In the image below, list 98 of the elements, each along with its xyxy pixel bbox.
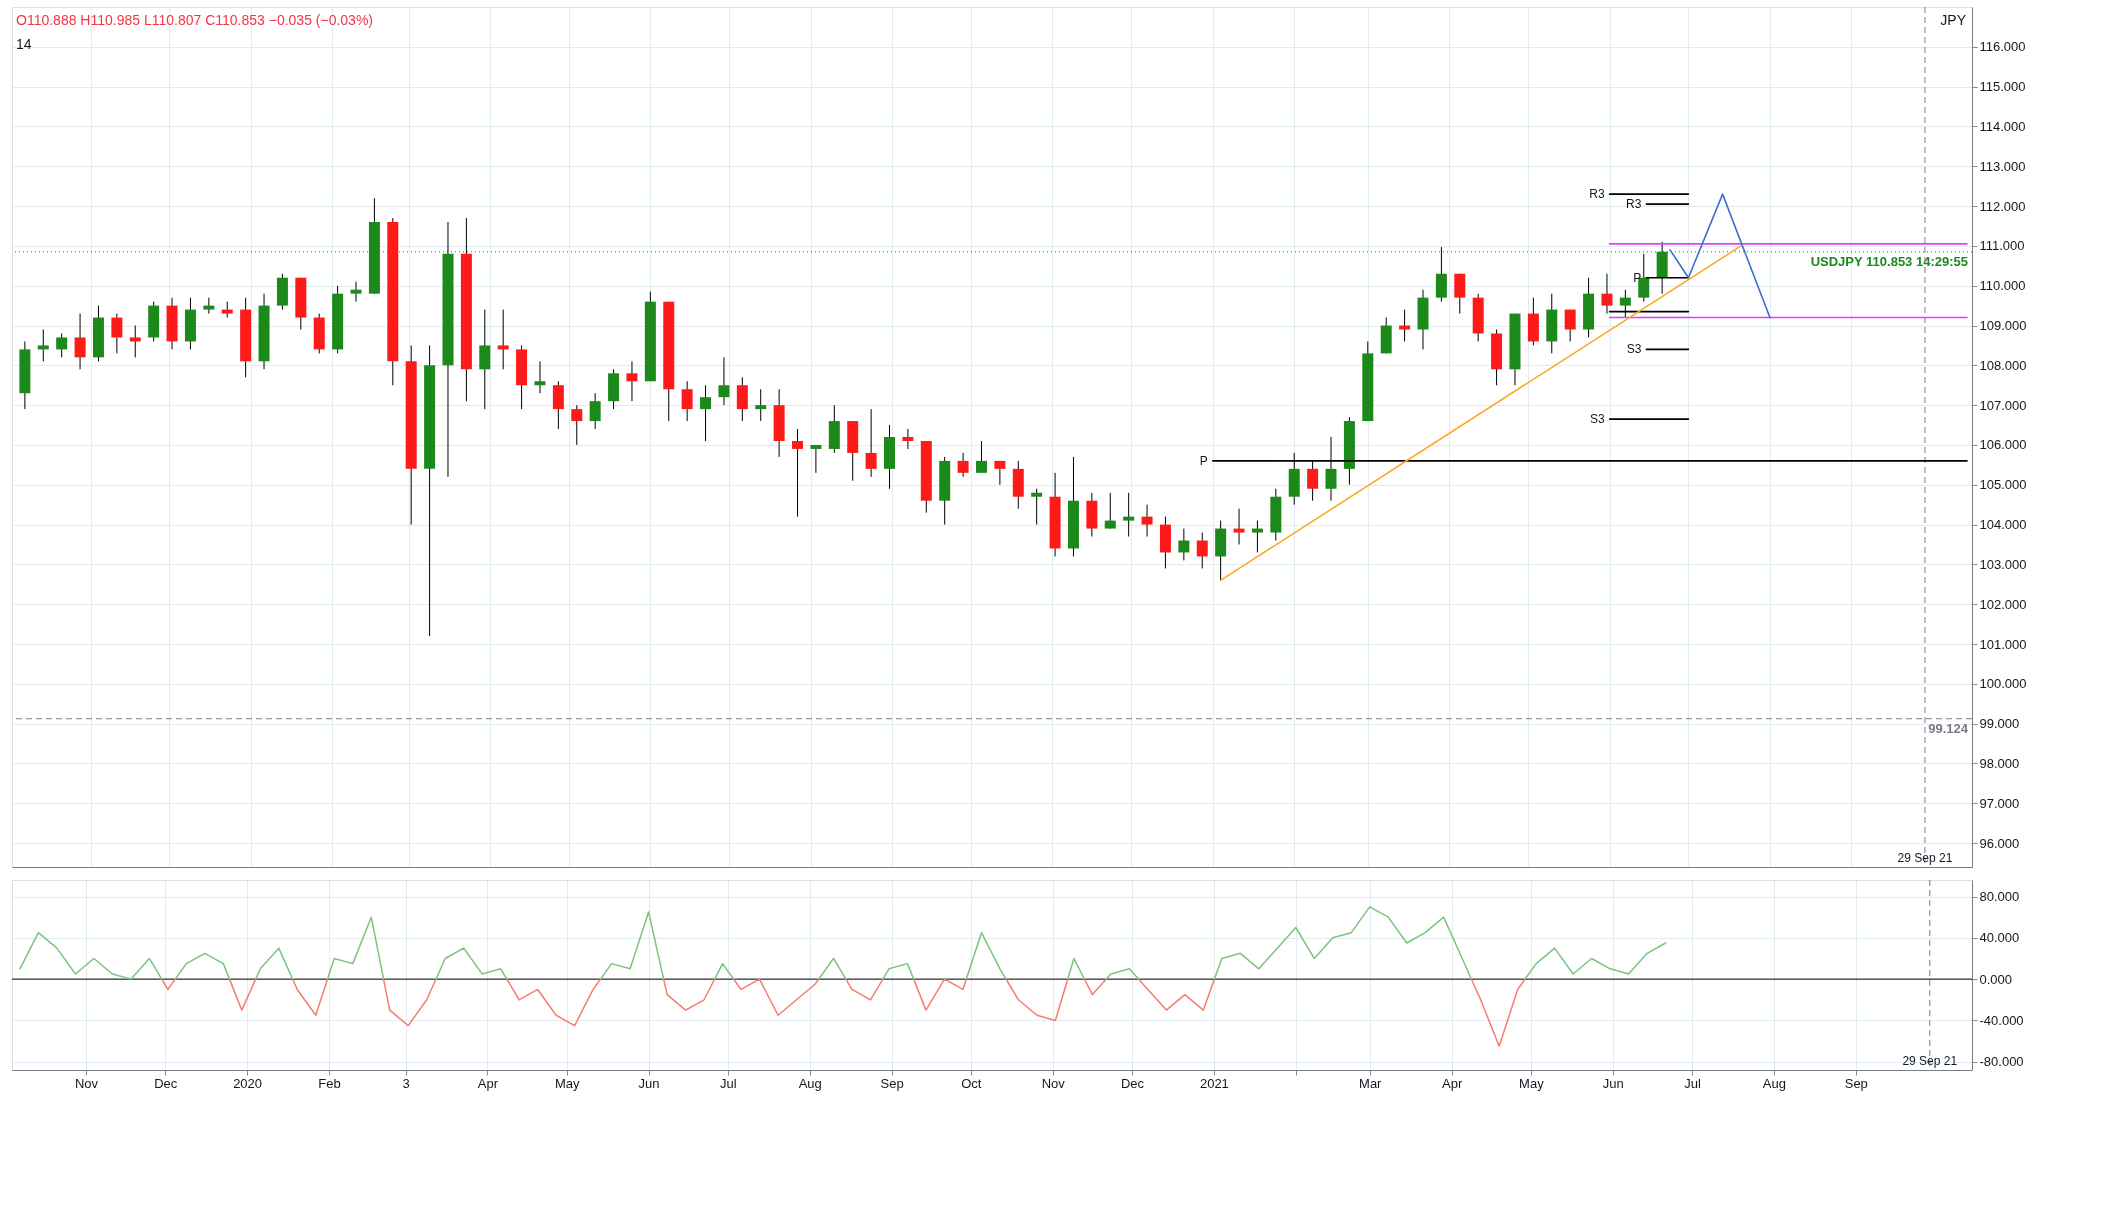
x-tick-label: Nov	[74, 1075, 99, 1091]
annotation: O110.888 H110.985 L110.807 C110.853 −0.035 (−0.03%)	[16, 12, 374, 28]
x-tick-label: Mar	[1359, 1075, 1383, 1091]
candlestick	[1454, 273, 1466, 315]
candlestick	[497, 309, 509, 370]
x-tick-label: Dec	[154, 1075, 178, 1091]
x-tick-label: May	[1519, 1075, 1545, 1091]
candlestick	[1564, 309, 1576, 342]
candlestick	[1233, 508, 1245, 545]
y-tick-label: 100.000	[1979, 676, 2027, 692]
x-tick-label: Jul	[720, 1075, 737, 1091]
candlestick	[37, 329, 49, 362]
candlestick	[589, 392, 601, 430]
y-tick-label: 112.000	[1979, 198, 2026, 214]
candlestick	[975, 440, 987, 474]
candlestick	[1123, 492, 1135, 538]
series-label: R3	[1589, 187, 1605, 202]
x-tick-label: Sep	[1844, 1075, 1868, 1091]
candlestick	[56, 332, 68, 358]
candlestick	[681, 380, 693, 422]
x-tick-label: Nov	[1041, 1075, 1066, 1091]
candlestick	[792, 428, 804, 518]
series-label: R3	[1626, 197, 1642, 212]
candlestick	[1178, 528, 1190, 561]
candlestick	[552, 380, 564, 430]
candlestick	[111, 313, 123, 354]
y-tick-label: 104.000	[1979, 517, 2027, 533]
x-tick-label: Jul	[1684, 1075, 1701, 1091]
x-tick-label: Aug	[1762, 1075, 1786, 1091]
line-series	[19, 906, 1667, 1047]
candlestick	[1399, 309, 1411, 342]
annotation: 14	[16, 36, 32, 52]
series-label: S3	[1589, 412, 1605, 427]
candlestick	[1104, 492, 1116, 530]
x-tick-label: 2020	[233, 1075, 263, 1091]
y-tick-label: 115.000	[1979, 79, 2026, 95]
ref-line-label: 29 Sep 21	[1902, 1054, 1958, 1068]
y-tick-label: 98.000	[1979, 755, 2020, 771]
line-series	[1669, 193, 1771, 319]
x-tick-label: 2021	[1199, 1075, 1229, 1091]
candlestick	[571, 404, 583, 446]
y-tick-label: 99.000	[1979, 716, 2020, 732]
series-label: S3	[1626, 342, 1642, 357]
x-tick-label: Jun	[1602, 1075, 1624, 1091]
candlestick	[129, 325, 141, 358]
candlestick	[1251, 520, 1263, 553]
candlestick	[902, 428, 914, 450]
x-tick-label: Jun	[638, 1075, 660, 1091]
y-tick-label: 105.000	[1979, 477, 2027, 493]
y-tick-label: 106.000	[1979, 437, 2027, 453]
candlestick	[1141, 504, 1153, 538]
candlestick	[736, 376, 748, 422]
candlestick	[350, 281, 362, 303]
y-tick-label: 102.000	[1979, 596, 2027, 612]
x-tick-label: May	[554, 1075, 580, 1091]
y-tick-label: 109.000	[1979, 318, 2027, 334]
y-tick-label: 107.000	[1979, 397, 2027, 413]
y-tick-label: 101.000	[1979, 636, 2027, 652]
ref-line-label: 29 Sep 21	[1897, 851, 1953, 865]
y-tick-label: 111.000	[1979, 238, 2025, 254]
candlestick	[865, 408, 877, 478]
candlestick	[810, 444, 822, 474]
candlestick	[755, 388, 767, 422]
y-tick-label: 0.000	[1979, 971, 2013, 987]
ref-line-label: USDJPY 110.853 14:29:55	[1810, 253, 1968, 269]
y-tick-label: 80.000	[1979, 889, 2020, 905]
series-label: P	[1633, 270, 1642, 285]
y-tick-label: 116.000	[1979, 39, 2026, 55]
annotation: JPY	[1940, 12, 1967, 28]
y-tick-label: 97.000	[1979, 795, 2020, 811]
x-tick-label: Apr	[477, 1075, 499, 1091]
series-label: P	[1199, 453, 1208, 468]
y-tick-label: 96.000	[1979, 835, 2020, 851]
x-tick-label: Dec	[1120, 1075, 1145, 1091]
candlestick	[718, 356, 730, 406]
candlestick	[74, 313, 86, 370]
candlestick	[700, 384, 712, 442]
candlestick	[1196, 532, 1208, 569]
y-tick-label: 110.000	[1979, 278, 2026, 294]
x-tick-label: Sep	[880, 1075, 904, 1091]
y-tick-label: 108.000	[1979, 357, 2027, 373]
y-tick-label: 103.000	[1979, 556, 2027, 572]
candlestick	[479, 309, 491, 410]
x-tick-label: Feb	[318, 1075, 341, 1091]
x-tick-label: Aug	[798, 1075, 822, 1091]
candlestick	[626, 360, 638, 402]
x-tick-label: Apr	[1442, 1075, 1463, 1091]
y-tick-label: 114.000	[1979, 118, 2026, 134]
x-tick-label: 3	[402, 1075, 410, 1091]
x-tick-label: Oct	[961, 1075, 982, 1091]
y-tick-label: -80.000	[1979, 1054, 2024, 1070]
candlestick	[957, 452, 969, 478]
candlestick	[1031, 488, 1043, 526]
y-tick-label: 113.000	[1979, 158, 2026, 174]
ref-line-label: 99.124	[1928, 720, 1969, 736]
y-tick-label: -40.000	[1979, 1012, 2024, 1028]
candlestick	[534, 360, 546, 394]
y-tick-label: 40.000	[1979, 930, 2020, 946]
